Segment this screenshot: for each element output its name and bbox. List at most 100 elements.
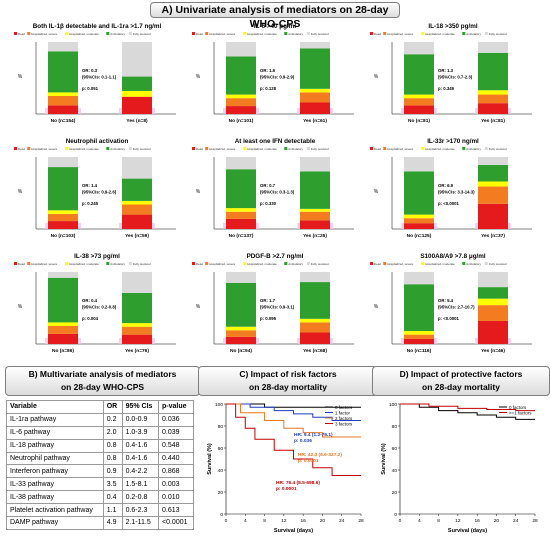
table-cell: 0.6-2.3 — [121, 503, 160, 518]
bar-segment — [404, 284, 434, 332]
bar-segment — [48, 167, 78, 211]
bar-segment — [226, 42, 256, 57]
table-cell: 0.9 — [102, 464, 123, 479]
dead-legend-swatch — [192, 32, 195, 35]
stat-text: (95%CIs: 0.3-1.3) — [260, 190, 295, 195]
ambulatory-legend-label: Ambulatory — [466, 147, 481, 151]
x-tick-label: 0 — [225, 518, 228, 524]
table-cell: 0.8 — [102, 451, 123, 466]
bar-segment — [404, 105, 434, 114]
table-cell: IL-18 pathway — [6, 438, 104, 453]
moderate-legend-label: Hospitalized, moderate — [247, 262, 277, 266]
ambulatory-legend-swatch — [106, 147, 110, 150]
bar-segment — [300, 102, 330, 114]
dead-legend-label: Dead — [374, 32, 381, 36]
severe-legend-swatch — [383, 147, 387, 150]
y-axis-label: % — [18, 189, 23, 195]
ambulatory-legend-label: Ambulatory — [466, 262, 481, 266]
stat-text: p: 0.051 — [82, 86, 99, 91]
table-cell: 2.0 — [102, 425, 123, 440]
chart-title: S100A8/A9 >7.8 μg/ml — [420, 253, 486, 260]
moderate-legend-label: Hospitalized, moderate — [69, 32, 99, 36]
stat-text: OR: 0.7 — [260, 183, 276, 188]
severe-legend-label: Hospitalized, severe — [209, 262, 235, 266]
bar-segment — [478, 94, 508, 104]
table-row: Platelet activation pathway 1.1 0.6-2.3 0.6… — [6, 503, 194, 518]
stat-text: p: 0.349 — [438, 86, 455, 91]
y-tick-label: 60 — [218, 446, 224, 452]
chart-title: At least one IFN detectable — [235, 138, 316, 145]
resolved-legend-swatch — [128, 32, 132, 35]
bar-segment — [48, 277, 78, 323]
legend-label: >=1 factors — [509, 410, 532, 415]
bar-segment — [478, 203, 508, 229]
bar-segment — [226, 282, 256, 327]
bar-segment — [48, 333, 78, 344]
table-cell: 1.0-3.9 — [121, 425, 160, 440]
bar-segment — [404, 94, 434, 99]
bar-segment — [300, 48, 330, 89]
resolved-legend-label: Fully resolved — [311, 147, 329, 151]
dead-legend-swatch — [370, 147, 373, 150]
legend-label: 2 factors — [335, 416, 353, 421]
x-tick-label: 4 — [418, 518, 421, 524]
x-tick-label: No (n=81) — [408, 118, 430, 124]
resolved-legend-swatch — [306, 262, 310, 265]
severe-legend-swatch — [205, 262, 209, 265]
stat-text: p: <0.0001 — [438, 201, 460, 206]
table-cell: 0.2 — [102, 412, 123, 427]
y-axis-label: % — [374, 304, 379, 310]
resolved-legend-swatch — [306, 147, 310, 150]
bar-segment — [226, 169, 256, 209]
panel-a-title: A) Univariate analysis of mediators on 2… — [150, 2, 400, 30]
bar-segment — [48, 326, 78, 334]
resolved-legend-swatch — [306, 32, 310, 35]
legend-label: 0 factors — [335, 405, 353, 410]
table-row: IL-1ra pathway 0.2 0.0-0.9 0.036 — [6, 412, 194, 427]
bar-segment — [48, 96, 78, 106]
bar-segment — [404, 223, 434, 229]
dead-legend-swatch — [14, 32, 17, 35]
panel-b-title: B) Multivariate analysis of mediators on… — [5, 366, 200, 396]
bar-segment — [122, 323, 152, 327]
stat-text: OR: 6.9 — [438, 183, 454, 188]
table-cell: 2.1-11.5 — [121, 516, 160, 530]
ambulatory-legend-label: Ambulatory — [110, 262, 125, 266]
bar-segment — [478, 272, 508, 288]
table-cell: 0.036 — [158, 412, 194, 427]
bar-segment — [404, 338, 434, 344]
stat-text: OR: 0.3 — [82, 68, 98, 73]
bar-segment — [48, 210, 78, 214]
table-cell: DAMP pathway — [6, 516, 104, 530]
bar-segment — [122, 204, 152, 215]
x-tick-label: Yes (n=37) — [481, 233, 505, 239]
ambulatory-legend-swatch — [284, 262, 288, 265]
bar-segment — [122, 272, 152, 293]
resolved-legend-label: Fully resolved — [133, 32, 151, 36]
table-cell: IL-38 pathway — [6, 490, 104, 505]
x-tick-label: 8 — [263, 518, 266, 524]
table-row: IL-38 pathway 0.4 0.2-0.8 0.010 — [6, 490, 194, 505]
severe-legend-label: Hospitalized, severe — [209, 32, 235, 36]
y-axis-label: % — [18, 304, 23, 310]
table-cell: IL-1ra pathway — [6, 412, 104, 427]
dead-legend-label: Dead — [196, 147, 203, 151]
bar-segment — [226, 56, 256, 95]
x-tick-label: No (n=103) — [51, 233, 76, 239]
chart-title: IL-33r >170 ng/ml — [427, 138, 479, 145]
bar-segment — [226, 208, 256, 212]
km-series-line — [400, 403, 535, 420]
hr-annotation: HR: 42.0 (6.6-327.2) — [298, 452, 342, 458]
y-axis-label: % — [18, 74, 23, 80]
stat-text: p: 0.004 — [82, 316, 99, 321]
hr-annotation: p: 0.0001 — [298, 458, 319, 464]
x-tick-label: Yes (n=61) — [303, 118, 327, 124]
bar-chart-panel: IL-38 >73 pg/ml Dead Hospitalized, severe H… — [14, 253, 176, 354]
ambulatory-legend-label: Ambulatory — [110, 32, 125, 36]
bar-segment — [478, 287, 508, 299]
km-series-line — [400, 403, 535, 412]
severe-legend-label: Hospitalized, severe — [31, 262, 57, 266]
bar-segment — [300, 282, 330, 319]
bar-segment — [226, 106, 256, 114]
bar-segment — [48, 51, 78, 93]
